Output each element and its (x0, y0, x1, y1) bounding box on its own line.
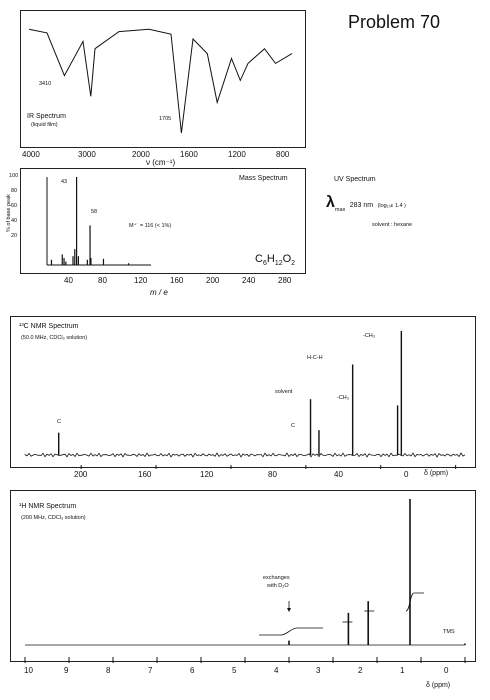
c13-panel: ¹³C NMR Spectrum (50.0 MHz, CDCl₃ soluti… (10, 316, 476, 469)
mass-xlabel: m / e (150, 288, 168, 297)
h1-chart (24, 499, 466, 663)
ir-tick-4000: 4000 (22, 150, 40, 159)
c13-xtick-120: 120 (200, 470, 214, 479)
h1-xtick-5: 5 (232, 666, 237, 675)
c13-label-ch3-b: -CH₃ (363, 333, 376, 339)
h1-xtick-1: 1 (400, 666, 405, 675)
c13-title: ¹³C NMR Spectrum (19, 323, 79, 330)
uv-title: UV Spectrum (334, 176, 376, 183)
h1-integral-oh (259, 627, 323, 636)
c13-conditions: (50.0 MHz, CDCl₃ solution) (21, 335, 88, 341)
mass-ytick-40: 40 (11, 218, 18, 224)
uv-lambda-symbol: λ (326, 194, 335, 211)
h1-annotation-line1: exchanges (263, 575, 290, 581)
h1-xtick-2: 2 (358, 666, 363, 675)
h1-annotation-line2: with D₂O (267, 583, 289, 589)
h1-xtick-10: 10 (24, 666, 33, 675)
ir-xlabel: ν (cm⁻¹) (146, 158, 176, 167)
ir-annotation-3410: 3410 (39, 81, 52, 87)
c13-xtick-160: 160 (138, 470, 152, 479)
mass-xtick-120: 120 (134, 276, 148, 285)
ir-sample: (liquid film) (31, 122, 58, 128)
ir-tick-800: 800 (276, 150, 290, 159)
h1-xtick-8: 8 (106, 666, 111, 675)
h1-title: ¹H NMR Spectrum (19, 503, 77, 510)
mass-chart (46, 177, 151, 266)
c13-label-ch3-a: -CH₃ (337, 395, 350, 401)
uv-solvent: solvent : hexane (372, 222, 413, 228)
h1-tms-label: TMS (443, 629, 455, 635)
mass-ytick-80: 80 (11, 188, 18, 194)
c13-xtick-200: 200 (74, 470, 88, 479)
mass-xtick-240: 240 (242, 276, 256, 285)
ir-title: IR Spectrum (27, 113, 66, 120)
c13-baseline (24, 452, 466, 458)
ir-curve (28, 28, 293, 133)
mass-xtick-160: 160 (170, 276, 184, 285)
mass-formula: C6H12O2 (255, 253, 296, 268)
c13-label-c1: C (57, 419, 61, 425)
mass-xtick-200: 200 (206, 276, 220, 285)
ir-tick-2000: 2000 (132, 150, 150, 159)
h1-xtick-4: 4 (274, 666, 279, 675)
h1-xtick-6: 6 (190, 666, 195, 675)
mass-ytick-60: 60 (11, 203, 18, 209)
mass-xtick-280: 280 (278, 276, 292, 285)
mass-peak-label-43: 43 (61, 179, 68, 185)
ir-tick-1200: 1200 (228, 150, 246, 159)
h1-panel: ¹H NMR Spectrum (200 MHz, CDCl₃ solution… (10, 490, 476, 663)
h1-arrow-head (287, 608, 291, 612)
h1-conditions: (200 MHz, CDCl₃ solution) (21, 515, 86, 521)
c13-label-hch: H-C-H (307, 355, 323, 361)
ir-chart (28, 28, 293, 133)
ir-tick-1600: 1600 (180, 150, 198, 159)
c13-label-solvent: solvent (275, 389, 293, 395)
mass-xtick-80: 80 (98, 276, 107, 285)
uv-lambda-max: λmax 283 nm (log₁₀ε 1.4 ) (326, 194, 406, 213)
c13-xtick-0: 0 (404, 470, 409, 479)
h1-xtick-3: 3 (316, 666, 321, 675)
c13-label-c2: C (291, 423, 295, 429)
c13-xtick-40: 40 (334, 470, 343, 479)
mass-xtick-40: 40 (64, 276, 73, 285)
h1-xlabel: δ (ppm) (426, 682, 451, 689)
h1-xtick-9: 9 (64, 666, 69, 675)
mass-panel: Mass Spectrum 43 58 M⁺˙ = 116 (< 1%) C6H… (20, 168, 306, 274)
mass-title: Mass Spectrum (239, 175, 288, 182)
ir-panel: IR Spectrum (liquid film) 3410 1705 (20, 10, 306, 148)
mass-molecular-ion: M⁺˙ = 116 (< 1%) (129, 223, 172, 229)
ir-tick-3000: 3000 (78, 150, 96, 159)
mass-ylabel: % of base peak (6, 194, 12, 232)
c13-xlabel: δ (ppm) (424, 470, 449, 477)
mass-ytick-20: 20 (11, 233, 18, 239)
c13-chart (24, 331, 466, 469)
h1-xtick-0: 0 (444, 666, 449, 675)
uv-lambda-sub: max (334, 207, 346, 214)
mass-ytick-100: 100 (9, 173, 19, 179)
ir-annotation-1705: 1705 (159, 116, 172, 122)
mass-peak-label-58: 58 (91, 209, 98, 215)
uv-log-epsilon: (log₁₀ε 1.4 ) (377, 203, 406, 209)
h1-xtick-7: 7 (148, 666, 153, 675)
page-title: Problem 70 (348, 12, 441, 32)
c13-xtick-80: 80 (268, 470, 277, 479)
uv-value: 283 nm (349, 202, 374, 209)
h1-integral-c (405, 592, 424, 612)
